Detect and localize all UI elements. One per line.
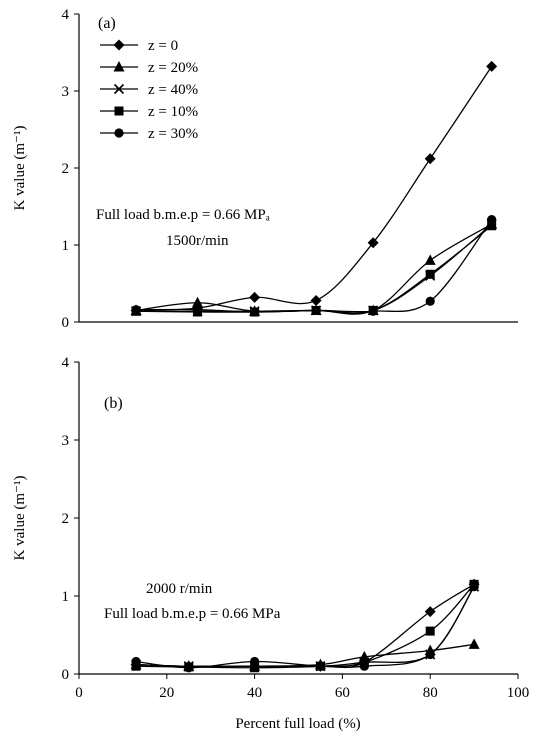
panel-a-data-point-z-0 [486,60,498,72]
legend-marker [113,39,125,51]
panel-b-x-tick-label: 0 [75,685,83,701]
panel-a-y-tick-label: 3 [62,84,70,100]
panel-b-data-point-z-20 [468,638,480,649]
panel-b: 0 1 2 3 4 0 20 40 60 80 100 (b) K value (m⁻¹) Per… [12,355,529,732]
legend-marker [114,106,124,116]
panel-b-x-tick-label: 100 [507,685,530,701]
panel-b-x-ticks: 0 20 40 60 80 100 [75,674,529,701]
panel-a-series [130,60,498,317]
panel-a-annotation-speed: 1500r/min [166,233,229,249]
legend-marker [114,128,124,138]
panel-b-label: (b) [104,395,123,412]
panel-a-data-point-z-0 [367,237,379,249]
panel-a-data-point-z-20 [192,296,204,308]
legend-label: z = 30% [148,126,198,142]
panel-b-x-tick-label: 80 [423,685,438,701]
panel-a-data-point-z-30 [425,296,435,306]
panel-b-y-tick-label: 0 [62,667,70,683]
panel-b-data-point-z-30 [250,656,260,667]
panel-b-data-point-z-30 [359,661,369,671]
panel-b-x-tick-label: 60 [335,685,350,701]
legend: z = 0 z = 20% z = 40% z = 10% z = 30% [100,38,198,142]
panel-a-y-tick-label: 2 [62,161,70,177]
panel-b-data-point-z-30 [425,649,435,660]
panel-b-annotation-speed: 2000 r/min [146,581,213,597]
panel-b-y-ticks: 0 1 2 3 4 [62,355,79,683]
panel-a-label: (a) [98,15,116,32]
panel-a-y-tick-label: 4 [62,7,70,23]
legend-label: z = 40% [148,82,198,98]
panel-a-data-point-z-30 [487,214,497,225]
panel-a-y-tick-label: 0 [62,315,70,331]
legend-label: z = 0 [148,38,178,54]
panel-b-y-tick-label: 1 [62,589,70,605]
panel-a-data-point-z-30 [311,305,321,316]
panel-b-series-line-z-30 [135,586,475,669]
panel-a-data-point-z-30 [131,305,141,315]
panel-a-data-point-z-30 [368,306,378,316]
panel-b-data-point-z-10 [250,663,260,673]
panel-b-data-point-z-30 [131,656,141,667]
legend-label: z = 20% [148,60,198,76]
panel-b-x-tick-label: 40 [247,685,262,701]
panel-a-data-point-z-10 [487,221,497,231]
panel-b-annotation-bmep: Full load b.m.e.p = 0.66 MPa [104,606,281,622]
panel-a-series-line-z-0 [136,66,493,312]
panel-a-data-point-z-20 [424,254,436,265]
legend-label: z = 10% [148,104,198,120]
panel-a-data-point-z-0 [249,291,261,303]
panel-a-data-point-z-0 [424,153,436,165]
panel-b-series [130,578,480,673]
panel-a-data-point-z-0 [310,294,322,306]
panel-a-y-ticks: 0 1 2 3 4 [62,7,79,331]
panel-b-x-axis-title: Percent full load (%) [235,716,360,732]
legend-marker [113,61,125,72]
panel-b-data-point-z-30 [184,663,194,673]
panel-b-y-tick-label: 3 [62,433,70,449]
panel-a-data-point-z-30 [250,307,260,317]
panel-a-data-point-z-10 [425,269,435,279]
panel-a-y-axis-title: K value (m⁻¹) [12,126,28,211]
panel-b-series-line-z-40 [136,586,475,668]
panel-b-data-point-z-10 [425,626,435,636]
panel-b-y-tick-label: 4 [62,355,70,371]
panel-a-y-tick-label: 1 [62,238,70,254]
legend-marker [113,83,125,95]
panel-a-data-point-z-30 [192,305,203,315]
panel-b-x-tick-label: 20 [159,685,174,701]
panel-b-data-point-z-30 [315,661,326,671]
panel-b-y-tick-label: 2 [62,511,70,527]
panel-b-data-point-z-10 [131,661,141,671]
panel-b-data-point-z-0 [424,606,436,618]
panel-a-annotation-bmep: Full load b.m.e.p = 0.66 MPₐ [96,207,270,223]
panel-b-y-axis-title: K value (m⁻¹) [12,476,28,561]
panel-b-data-point-z-30 [469,582,479,592]
